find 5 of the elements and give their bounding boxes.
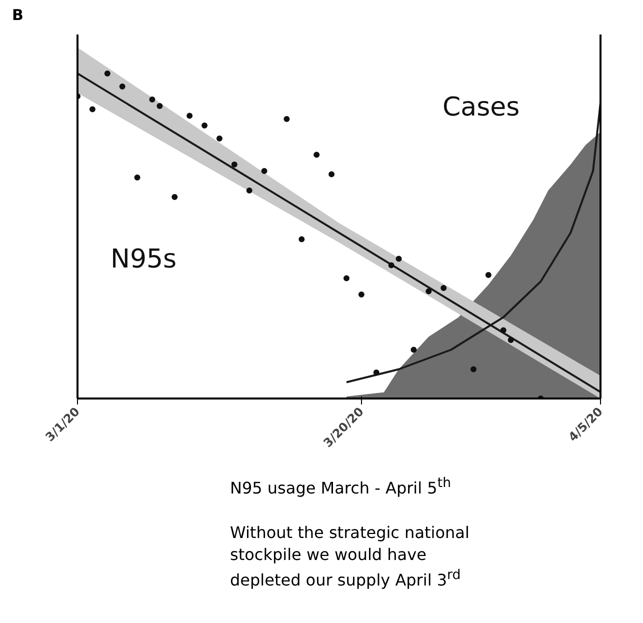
annotation: Cases: [442, 92, 520, 122]
text: N95 usage March - April 5$^{th}$: [230, 475, 452, 500]
text: B: [12, 5, 24, 25]
annotation: N95s: [110, 244, 177, 274]
text: Without the strategic national stockpile we would have depleted our supply April 3$^{rd}$: [230, 522, 470, 591]
